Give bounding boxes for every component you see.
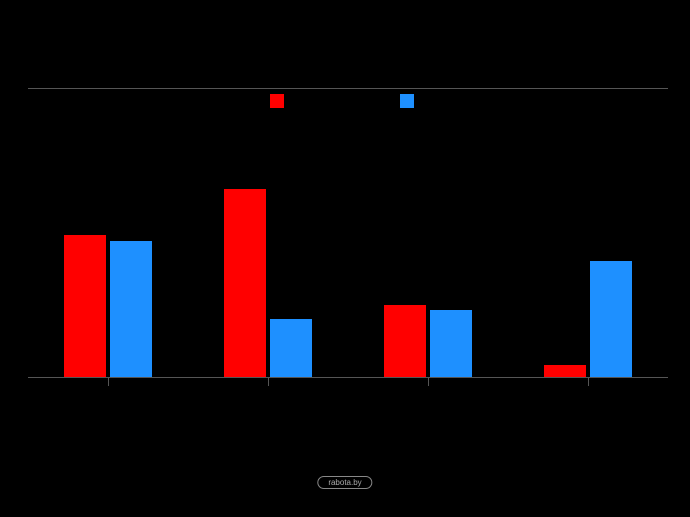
bar-group	[544, 261, 632, 377]
bar	[384, 305, 426, 378]
bar	[64, 235, 106, 377]
bar	[110, 241, 152, 377]
bar-chart: rabota.by	[0, 0, 690, 517]
x-tick	[428, 378, 429, 386]
x-axis	[28, 378, 668, 398]
bar	[544, 365, 586, 377]
bar-group	[384, 305, 472, 378]
x-tick	[588, 378, 589, 386]
plot-area	[28, 88, 668, 378]
bar	[270, 319, 312, 377]
bar	[430, 310, 472, 377]
bar-group	[64, 235, 152, 377]
bar	[590, 261, 632, 377]
bar-group	[224, 189, 312, 378]
x-tick	[268, 378, 269, 386]
bar	[224, 189, 266, 378]
x-tick	[108, 378, 109, 386]
source-badge: rabota.by	[317, 476, 372, 489]
